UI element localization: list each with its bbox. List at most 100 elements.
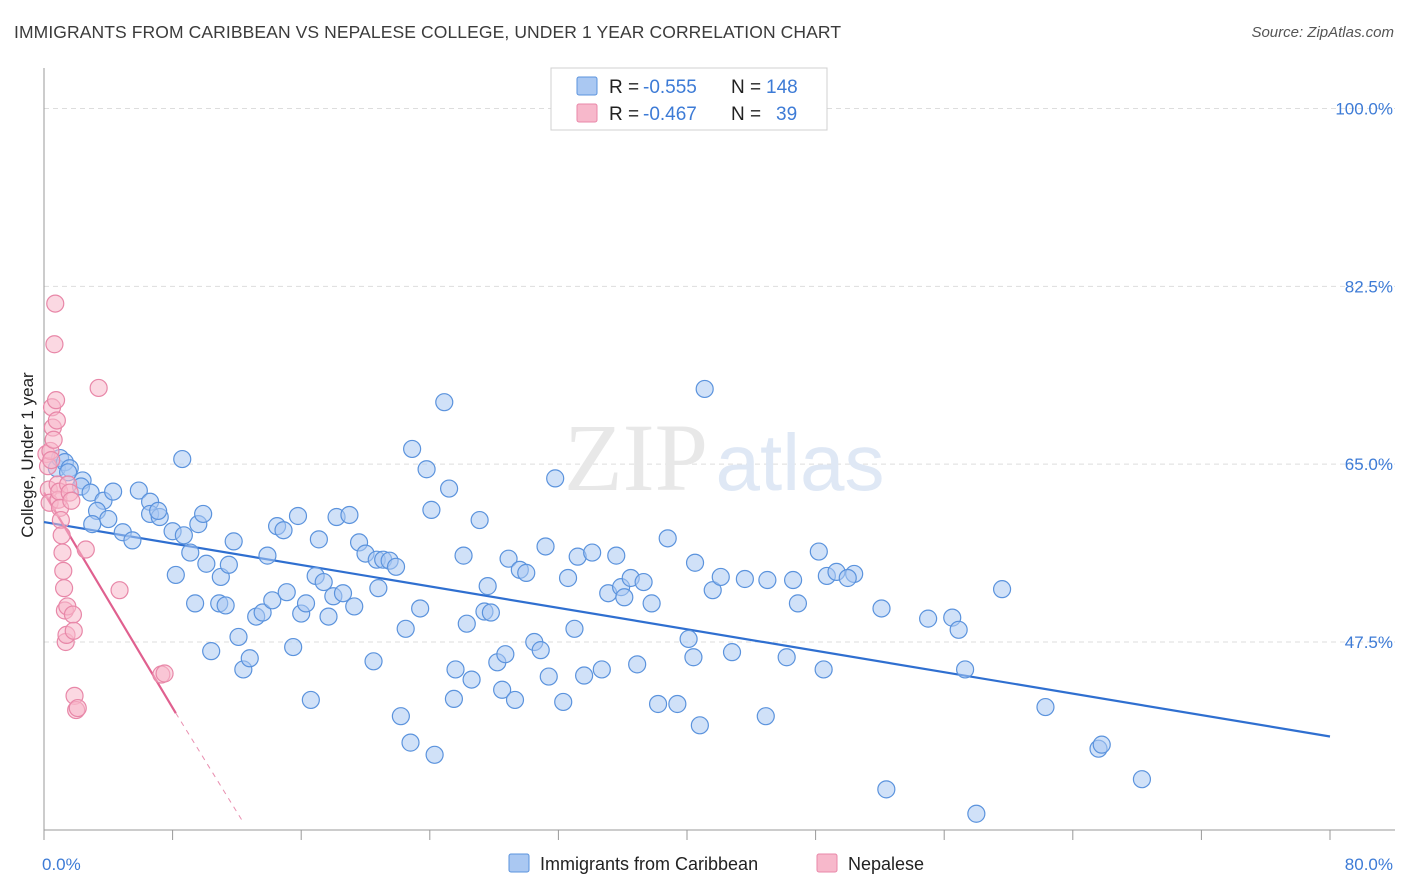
caribbean-point-21	[166, 565, 185, 585]
caribbean-point-76	[439, 479, 459, 498]
caribbean-point-27	[194, 504, 213, 524]
series-caribbean-points	[47, 379, 1152, 823]
bottom-legend-swatch-nepalese	[816, 853, 838, 873]
caribbean-point-135	[919, 609, 938, 628]
caribbean-point-115	[679, 629, 698, 649]
caribbean-point-96	[539, 667, 558, 686]
caribbean-point-49	[301, 690, 320, 710]
caribbean-point-126	[783, 570, 803, 590]
caribbean-point-138	[955, 660, 975, 679]
caribbean-point-66	[386, 557, 406, 576]
nepalese-point-8	[44, 430, 63, 449]
caribbean-point-22	[174, 526, 193, 545]
caribbean-point-53	[319, 607, 338, 626]
caribbean-point-28	[197, 554, 216, 573]
nepalese-point-10	[46, 294, 65, 313]
caribbean-point-118	[690, 716, 709, 735]
caribbean-point-92	[517, 563, 536, 582]
y-tick-labels: 100.0% 82.5% 65.0% 47.5%	[1335, 99, 1393, 652]
watermark: ZIP atlas	[564, 404, 884, 511]
caribbean-point-52	[314, 572, 333, 592]
caribbean-point-127	[788, 594, 808, 613]
legend-n-label-caribbean: N =	[731, 77, 761, 98]
caribbean-point-69	[403, 439, 422, 459]
legend-r-label-nepalese: R =	[609, 104, 639, 125]
caribbean-point-35	[229, 627, 248, 647]
caribbean-point-40	[258, 546, 277, 565]
x-tick-label-max: 80.0%	[1345, 855, 1393, 874]
legend-swatch-caribbean	[576, 76, 598, 96]
caribbean-point-114	[668, 694, 687, 714]
caribbean-point-101	[575, 666, 594, 685]
nepalese-point-5	[42, 450, 61, 470]
caribbean-point-123	[735, 569, 754, 589]
caribbean-point-48	[296, 594, 316, 613]
legend-swatch-nepalese	[576, 103, 598, 123]
caribbean-point-130	[814, 660, 833, 679]
caribbean-point-32	[216, 596, 235, 615]
top-legend: R = -0.555 N = 148 R = -0.467 N = 39	[550, 67, 828, 131]
caribbean-point-125	[777, 648, 796, 667]
caribbean-point-12	[99, 509, 118, 529]
caribbean-point-122	[722, 643, 742, 662]
y-axis-label: College, Under 1 year	[18, 372, 37, 538]
caribbean-point-80	[457, 614, 476, 633]
nepalese-point-11	[46, 391, 66, 410]
legend-n-value-caribbean: 148	[766, 77, 798, 98]
caribbean-point-7	[81, 483, 100, 502]
caribbean-point-124	[756, 707, 775, 726]
bottom-legend-label-nepalese: Nepalese	[848, 854, 924, 874]
caribbean-point-120	[703, 581, 722, 600]
y-tick-label-3: 47.5%	[1345, 633, 1393, 652]
caribbean-point-146	[565, 619, 584, 638]
caribbean-point-14	[123, 531, 142, 550]
nepalese-point-38	[155, 664, 174, 683]
caribbean-point-77	[446, 660, 465, 679]
caribbean-point-11	[104, 482, 123, 501]
caribbean-point-75	[435, 393, 454, 412]
legend-n-label-nepalese: N =	[731, 104, 761, 125]
caribbean-point-128	[809, 542, 828, 561]
source-credit: Source: ZipAtlas.com	[1251, 24, 1394, 41]
y-tick-label-0: 100.0%	[1335, 99, 1393, 118]
nepalese-point-35	[89, 378, 108, 398]
caribbean-point-99	[558, 568, 578, 588]
caribbean-point-46	[288, 506, 308, 526]
caribbean-point-95	[536, 537, 555, 556]
caribbean-point-72	[417, 460, 436, 479]
caribbean-point-39	[253, 603, 272, 622]
caribbean-point-85	[478, 577, 497, 596]
caribbean-point-19	[149, 501, 168, 521]
caribbean-point-147	[758, 570, 777, 590]
grid-lines	[44, 107, 1395, 643]
caribbean-point-34	[224, 532, 243, 551]
caribbean-point-45	[284, 637, 303, 657]
caribbean-point-97	[546, 469, 565, 488]
trend-line-nepalese-extension	[175, 712, 243, 821]
nepalese-point-34	[76, 540, 95, 559]
y-tick-label-2: 65.0%	[1345, 455, 1393, 474]
caribbean-point-117	[685, 553, 705, 572]
caribbean-point-73	[422, 500, 441, 519]
caribbean-point-70	[411, 599, 430, 618]
nepalese-point-28	[62, 491, 81, 510]
caribbean-point-24	[181, 543, 200, 562]
legend-r-value-nepalese: -0.467	[643, 104, 697, 125]
y-tick-label-1: 82.5%	[1345, 277, 1393, 296]
caribbean-point-25	[186, 594, 205, 613]
legend-r-value-caribbean: -0.555	[643, 77, 697, 98]
bottom-legend-label-caribbean: Immigrants from Caribbean	[540, 854, 758, 874]
nepalese-point-20	[54, 561, 73, 580]
caribbean-point-67	[391, 707, 410, 726]
nepalese-point-17	[51, 510, 70, 530]
caribbean-point-141	[1036, 697, 1055, 717]
caribbean-point-145	[838, 568, 857, 588]
caribbean-point-143	[1092, 735, 1111, 754]
caribbean-point-87	[493, 680, 512, 699]
nepalese-point-21	[54, 579, 74, 598]
caribbean-point-119	[695, 379, 714, 399]
caribbean-point-44	[277, 583, 296, 602]
nepalese-point-30	[64, 621, 83, 640]
caribbean-point-56	[333, 584, 353, 603]
